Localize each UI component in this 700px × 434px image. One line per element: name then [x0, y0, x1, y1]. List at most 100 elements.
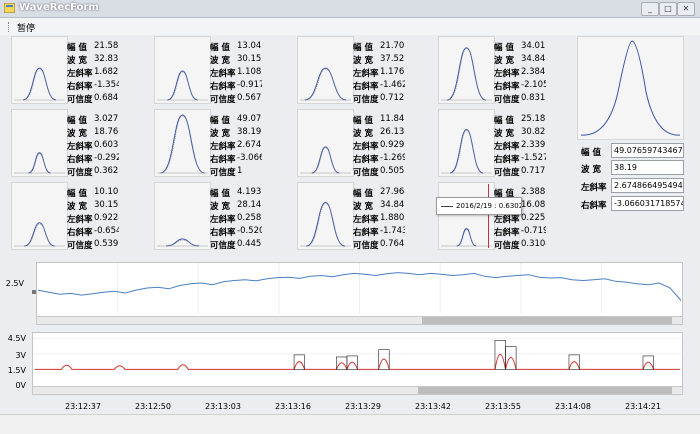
upper-signal-chart[interactable] — [36, 262, 683, 322]
crosshair-line — [488, 184, 489, 248]
time-tick: 23:12:50 — [135, 402, 171, 411]
tooltip-text: 2016/2/19 : 0.6302 — [456, 202, 522, 210]
stat-label-width: 波 宽 — [210, 56, 230, 66]
maximize-button[interactable]: □ — [659, 2, 677, 16]
stat-row-amplitude: 幅 值 4.1938 — [210, 186, 262, 199]
selected-left-slope-input[interactable]: 2.674866495494 — [611, 178, 684, 193]
stat-label-right-slope: 右斜率 — [210, 155, 236, 165]
selected-right-slope-input[interactable]: -3.066031718574 — [611, 196, 684, 211]
stat-row-amplitude: 幅 值 21.700 — [353, 40, 405, 53]
stat-label-right-slope: 右斜率 — [494, 228, 520, 238]
stat-label-confidence: 可信度 — [494, 95, 520, 105]
lower-y-tick-1: 3V — [15, 351, 26, 360]
stat-value-amplitude: 10.107 — [94, 187, 119, 197]
waveform-cell[interactable] — [297, 182, 354, 250]
data-tooltip: 2016/2/19 : 0.6302 — [436, 197, 522, 215]
waveform-cell[interactable] — [154, 182, 211, 250]
stat-label-confidence: 可信度 — [67, 95, 93, 105]
stat-label-amplitude: 幅 值 — [353, 189, 373, 199]
waveform-stats: 幅 值10.107波 宽30.15左斜率0.9224右斜率-0.654可信度0.… — [67, 186, 119, 252]
stat-row-right-slope: 右斜率 -0.654 — [67, 225, 119, 238]
stat-value-confidence: 0.5391 — [94, 239, 119, 249]
waveform-mini-plot — [157, 238, 208, 247]
stat-value-width: 34.84 — [521, 54, 546, 64]
stat-row-width: 波 宽 34.84 — [353, 199, 405, 212]
waveform-cell[interactable] — [438, 109, 495, 177]
stat-label-amplitude: 幅 值 — [494, 116, 514, 126]
stat-row-right-slope: 右斜率 -1.462 — [353, 79, 405, 92]
stat-value-amplitude: 11.846 — [380, 114, 405, 124]
waveform-cell[interactable] — [154, 109, 211, 177]
stat-row-right-slope: 右斜率 -0.917 — [210, 79, 262, 92]
lower-scrollbar[interactable] — [32, 386, 683, 395]
stat-value-left-slope: 0.9224 — [94, 213, 119, 223]
selected-width-input[interactable]: 38.19 — [611, 160, 684, 175]
waveform-cell[interactable] — [438, 182, 495, 250]
stat-value-amplitude: 3.0277 — [94, 114, 119, 124]
stat-value-amplitude: 2.3887 — [521, 187, 546, 197]
close-button[interactable]: ✕ — [677, 2, 695, 16]
waveform-cell[interactable] — [438, 36, 495, 104]
stat-label-amplitude: 幅 值 — [494, 43, 514, 53]
waveform-mini-plot — [157, 114, 208, 174]
stat-row-amplitude: 幅 值 34.016 — [494, 40, 546, 53]
stat-value-confidence: 0.4451 — [237, 239, 262, 249]
stat-label-left-slope: 左斜率 — [353, 142, 379, 152]
stat-value-amplitude: 21.58( — [94, 41, 119, 51]
stat-label-left-slope: 左斜率 — [210, 215, 236, 225]
stat-label-left-slope: 左斜率 — [67, 142, 93, 152]
tooltip-series-swatch — [441, 205, 453, 207]
stat-value-width: 38.19 — [237, 127, 262, 137]
pause-menu-item[interactable]: 暂停 — [17, 24, 36, 34]
selected-waveform-plot — [580, 40, 681, 136]
stat-value-right-slope: -0.917 — [237, 80, 262, 90]
stat-label-right-slope: 右斜率 — [494, 155, 520, 165]
lower-scroll-thumb[interactable] — [418, 387, 672, 394]
stat-value-right-slope: -0.292 — [94, 153, 119, 163]
stat-value-confidence: 0.3104 — [521, 239, 546, 249]
stat-label-left-slope: 左斜率 — [494, 69, 520, 79]
waveform-cell[interactable] — [297, 109, 354, 177]
stat-value-amplitude: 27.964 — [380, 187, 405, 197]
stat-label-left-slope: 左斜率 — [210, 69, 236, 79]
stat-value-amplitude: 25.182 — [521, 114, 546, 124]
title-bar: WaveRecForm _ □ ✕ — [0, 0, 700, 18]
waveform-cell[interactable] — [11, 182, 68, 250]
stat-row-right-slope: 右斜率 -3.066 — [210, 152, 262, 165]
waveform-mini-plot — [441, 228, 492, 247]
toolbar-grip[interactable] — [8, 22, 11, 32]
selected-amplitude-label: 幅 值 — [581, 148, 601, 158]
stat-label-right-slope: 右斜率 — [67, 82, 93, 92]
waveform-cell[interactable] — [11, 109, 68, 177]
stat-value-left-slope: 1.1087 — [237, 67, 262, 77]
selected-amplitude-input[interactable]: 49.07659743467 — [611, 143, 684, 158]
time-tick: 23:13:55 — [485, 402, 521, 411]
stat-value-right-slope: -1.743 — [380, 226, 405, 236]
waveform-stats: 幅 值34.016波 宽34.84左斜率2.3847右斜率-2.105可信度0.… — [494, 40, 546, 106]
stat-label-right-slope: 右斜率 — [353, 228, 379, 238]
minimize-button[interactable]: _ — [641, 2, 659, 16]
waveform-cell[interactable] — [297, 36, 354, 104]
time-tick: 23:12:37 — [65, 402, 101, 411]
lower-signal-chart[interactable] — [32, 332, 683, 392]
upper-scrollbar[interactable] — [36, 316, 683, 325]
stat-value-left-slope: 1.8800 — [380, 213, 405, 223]
upper-scroll-thumb[interactable] — [422, 317, 672, 324]
time-tick: 23:13:29 — [345, 402, 381, 411]
waveform-cell[interactable] — [11, 36, 68, 104]
stat-label-left-slope: 左斜率 — [210, 142, 236, 152]
stat-label-left-slope: 左斜率 — [494, 215, 520, 225]
waveform-cell[interactable] — [154, 36, 211, 104]
stat-value-confidence: 0.5676 — [237, 93, 262, 103]
stat-label-right-slope: 右斜率 — [67, 155, 93, 165]
time-tick: 23:14:08 — [555, 402, 591, 411]
stat-label-left-slope: 左斜率 — [67, 69, 93, 79]
stat-value-right-slope: -0.654 — [94, 226, 119, 236]
waveform-mini-plot — [300, 146, 351, 174]
stat-value-confidence: 0.7121 — [380, 93, 405, 103]
